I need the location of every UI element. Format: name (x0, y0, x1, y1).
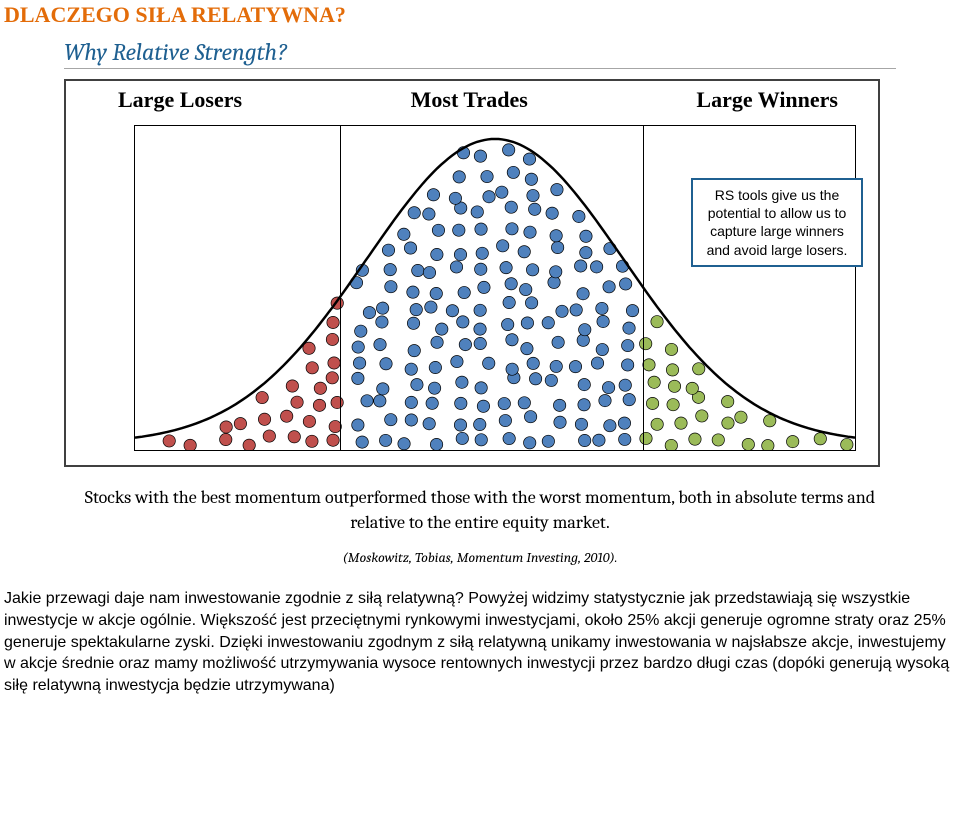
figure-container: Why Relative Strength? Large Losers Most… (64, 34, 896, 566)
body-paragraph: Jakie przewagi daje nam inwestowanie zgo… (0, 588, 960, 696)
divider-right (643, 126, 644, 450)
citation: (Moskowitz, Tobias, Momentum Investing, … (64, 549, 896, 566)
divider-left (340, 126, 341, 450)
label-large-losers: Large Losers (118, 87, 242, 113)
category-labels: Large Losers Most Trades Large Winners (66, 81, 878, 113)
body-text-content: Jakie przewagi daje nam inwestowanie zgo… (4, 588, 956, 696)
info-box: RS tools give us the potential to allow … (691, 178, 863, 267)
label-most-trades: Most Trades (411, 87, 528, 113)
label-large-winners: Large Winners (696, 87, 838, 113)
page-title: DLACZEGO SIŁA RELATYWNA? (0, 0, 960, 34)
chart-box: Large Losers Most Trades Large Winners R… (64, 79, 880, 467)
bell-chart-svg (135, 126, 855, 450)
caption: Stocks with the best momentum outperform… (64, 485, 896, 535)
figure-title: Why Relative Strength? (64, 34, 896, 69)
chart-area: RS tools give us the potential to allow … (134, 125, 856, 451)
